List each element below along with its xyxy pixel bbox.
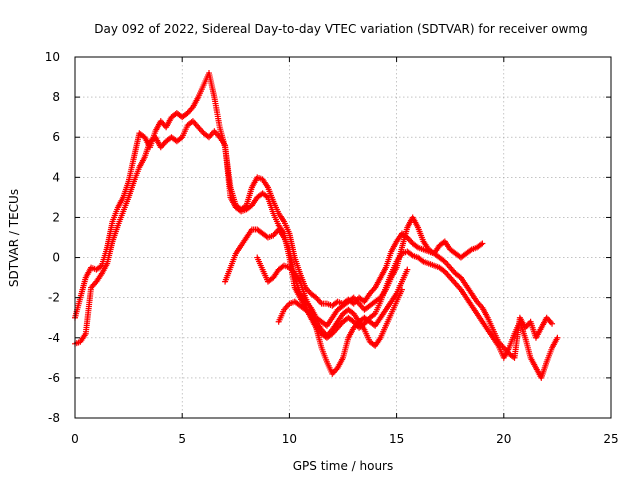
y-tick-label: -2 [48, 291, 60, 305]
plus-marker [263, 193, 270, 200]
plus-marker [554, 334, 561, 341]
plus-marker [549, 320, 556, 327]
x-axis-label: GPS time / hours [293, 459, 394, 473]
y-tick-label: 2 [52, 210, 60, 224]
plus-marker [408, 251, 415, 258]
y-tick-label: -6 [48, 371, 60, 385]
plus-marker [479, 240, 486, 247]
series-track-b [72, 118, 561, 381]
plus-marker [413, 243, 420, 250]
plus-marker [398, 286, 405, 293]
data-points [72, 70, 561, 381]
plus-marker [467, 247, 474, 254]
plus-marker [370, 311, 377, 318]
y-tick-label: 8 [52, 90, 60, 104]
grid [75, 57, 611, 418]
x-tick-label: 0 [71, 432, 79, 446]
y-tick-label: 0 [52, 251, 60, 265]
x-tick-label: 15 [389, 432, 404, 446]
plus-marker [177, 135, 184, 142]
plus-marker [419, 257, 426, 264]
y-tick-label: 4 [52, 170, 60, 184]
series-track-e [275, 286, 405, 349]
y-tick-label: 10 [45, 50, 60, 64]
series-track-c [222, 214, 486, 329]
x-tick-label: 25 [603, 432, 618, 446]
y-tick-label: -4 [48, 331, 60, 345]
y-axis-label: SDTVAR / TECUs [7, 189, 21, 287]
plus-marker [478, 241, 485, 248]
plus-marker [404, 266, 411, 273]
x-tick-label: 5 [178, 432, 186, 446]
x-tick-label: 10 [282, 432, 297, 446]
chart-title: Day 092 of 2022, Sidereal Day-to-day VTE… [94, 22, 588, 36]
x-tick-label: 20 [496, 432, 511, 446]
plot-frame [74, 56, 612, 419]
y-tick-label: -8 [48, 411, 60, 425]
y-tick-label: 6 [52, 130, 60, 144]
axis-ticks: 0 5 10 15 20 25 -8 -6 -4 -2 0 2 4 6 8 10 [45, 50, 619, 446]
